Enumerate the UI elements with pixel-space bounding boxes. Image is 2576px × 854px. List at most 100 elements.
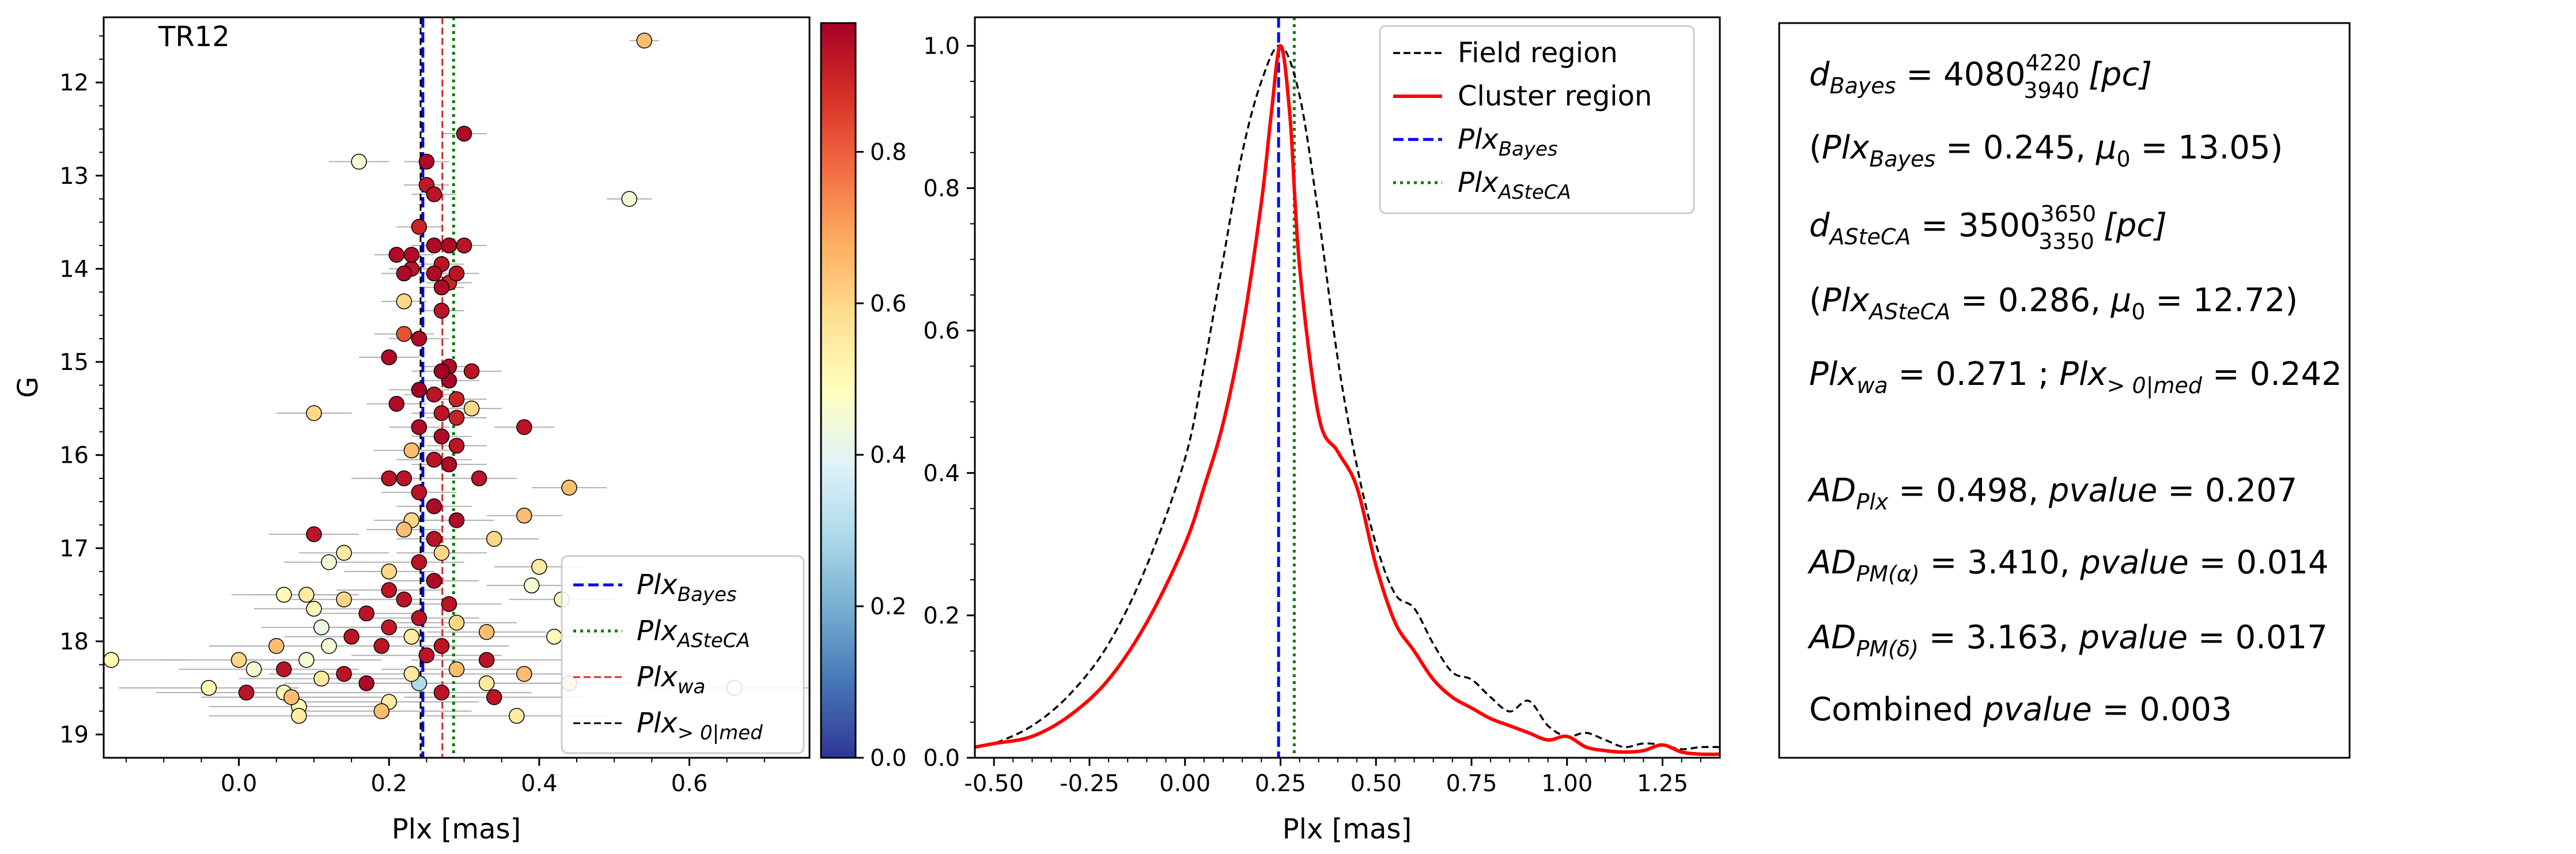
scatter-point	[411, 381, 428, 398]
scatter-point	[298, 587, 315, 603]
y-tick-label: 13	[59, 163, 89, 190]
colorbar-tick-label: 0.0	[870, 745, 907, 772]
scatter-point	[411, 419, 428, 435]
scatter-legend: PlxBayes PlxASteCA Plxwa Plx> 0|med	[561, 555, 805, 754]
ad-plx-line: ADPlx = 0.498, pvalue = 0.207	[1807, 472, 2297, 515]
scatter-point	[441, 456, 457, 473]
legend-frame	[1379, 25, 1695, 214]
stats-frame	[1778, 22, 2351, 759]
scatter-point	[283, 689, 300, 705]
d-bayes-line: dBayes = 40804220 3940 [pc]	[1809, 50, 2152, 103]
scatter-point	[351, 153, 367, 170]
scatter-point	[448, 265, 465, 282]
scatter-point	[104, 652, 119, 668]
y-tick-label: 1.0	[923, 33, 960, 59]
scatter-point	[486, 531, 502, 547]
scatter-point	[403, 247, 420, 263]
scatter-point	[411, 610, 428, 626]
axis-ticks: 0.0 0.2 0.4 0.6 12 13 14 15 16 17 18 19	[59, 35, 765, 797]
scatter-point	[411, 218, 428, 235]
scatter-point	[381, 349, 397, 365]
scatter-point	[426, 452, 442, 468]
scatter-point	[524, 577, 540, 594]
y-tick-label: 0.8	[923, 176, 960, 202]
cluster-label: TR12	[158, 21, 230, 53]
scatter-point	[306, 600, 322, 617]
colorbar-tick-label: 0.4	[870, 442, 907, 468]
scatter-point	[448, 614, 465, 631]
density-panel: Field region Cluster region PlxBayes PlxASt…	[923, 16, 1721, 845]
scatter-point	[509, 708, 525, 724]
scatter-point	[298, 652, 315, 668]
scatter-point	[456, 126, 472, 142]
scatter-point	[396, 326, 413, 342]
scatter-point	[546, 629, 562, 645]
cluster-region-curve	[975, 44, 1720, 757]
y-tick-label: 15	[59, 349, 89, 376]
y-tick-label: 14	[59, 256, 89, 282]
axes-frame	[103, 16, 811, 759]
scatter-point	[358, 605, 375, 622]
axes-frame	[974, 16, 1721, 759]
scatter-point	[433, 279, 450, 296]
scatter-point	[463, 363, 480, 379]
x-tick-label: 0.0	[221, 770, 258, 797]
scatter-point	[291, 708, 307, 724]
scatter-point	[433, 303, 450, 319]
scatter-point	[426, 265, 442, 282]
plx-wa-med-line: Plxwa = 0.271 ; Plx> 0|med = 0.242	[1809, 356, 2342, 399]
field-region-curve	[975, 44, 1720, 750]
scatter-point	[433, 363, 450, 379]
scatter-point	[441, 237, 457, 254]
scatter-point	[433, 405, 450, 421]
scatter-point	[516, 507, 532, 524]
scatter-point	[381, 563, 397, 580]
scatter-point	[238, 685, 255, 701]
y-tick-label: 19	[59, 722, 89, 749]
y-tick-label: 0.4	[923, 460, 960, 487]
scatter-point	[478, 652, 495, 668]
ad-pma-line: ADPM(α) = 3.410, pvalue = 0.014	[1807, 544, 2329, 587]
x-tick-label: 0.25	[1255, 770, 1306, 797]
scatter-point	[403, 629, 420, 645]
scatter-point	[276, 661, 292, 678]
scatter-point	[306, 405, 322, 421]
scatter-point	[471, 470, 487, 486]
bayes-params-line: (PlxBayes = 0.245, μ0 = 13.05)	[1809, 129, 2283, 172]
stats-box: dBayes = 40804220 3940 [pc] (PlxBayes = 0.…	[1778, 22, 2351, 759]
colorbar-frame	[820, 22, 857, 759]
scatter-point	[230, 652, 247, 668]
scatter-point	[426, 186, 442, 202]
scatter-point	[418, 647, 435, 663]
scatter-point	[411, 554, 428, 570]
scatter-point	[433, 685, 450, 701]
scatter-point	[381, 582, 397, 598]
legend-frame	[561, 555, 805, 754]
scatter-point	[561, 479, 577, 496]
colorbar-tick-label: 0.8	[870, 139, 907, 165]
scatter-point	[426, 386, 442, 403]
colorbar-tick-label: 0.2	[870, 594, 907, 620]
scatter-point	[636, 32, 653, 49]
legend-label: PlxBayes	[1458, 123, 1558, 161]
x-tick-label: 0.00	[1159, 770, 1211, 797]
scatter-point	[343, 629, 360, 645]
scatter-point	[381, 470, 397, 486]
legend-label: Field region	[1458, 37, 1618, 69]
scatter-point	[245, 661, 262, 678]
scatter-point	[336, 591, 352, 607]
colorbar-ticks: 0.0 0.2 0.4 0.6 0.8	[856, 139, 907, 772]
x-tick-label: -0.25	[1060, 770, 1119, 797]
scatter-point	[478, 624, 495, 640]
density-legend: Field region Cluster region PlxBayes PlxASt…	[1379, 25, 1695, 214]
scatter-point	[418, 153, 435, 170]
y-axis-label: G	[12, 376, 44, 398]
scatter-point	[448, 661, 465, 678]
colorbar-gradient	[821, 23, 856, 758]
legend-label: PlxBayes	[637, 569, 737, 606]
scatter-point	[486, 689, 502, 705]
scatter-point	[448, 410, 465, 426]
reference-lines	[1277, 17, 1296, 758]
density-curves	[975, 44, 1720, 757]
